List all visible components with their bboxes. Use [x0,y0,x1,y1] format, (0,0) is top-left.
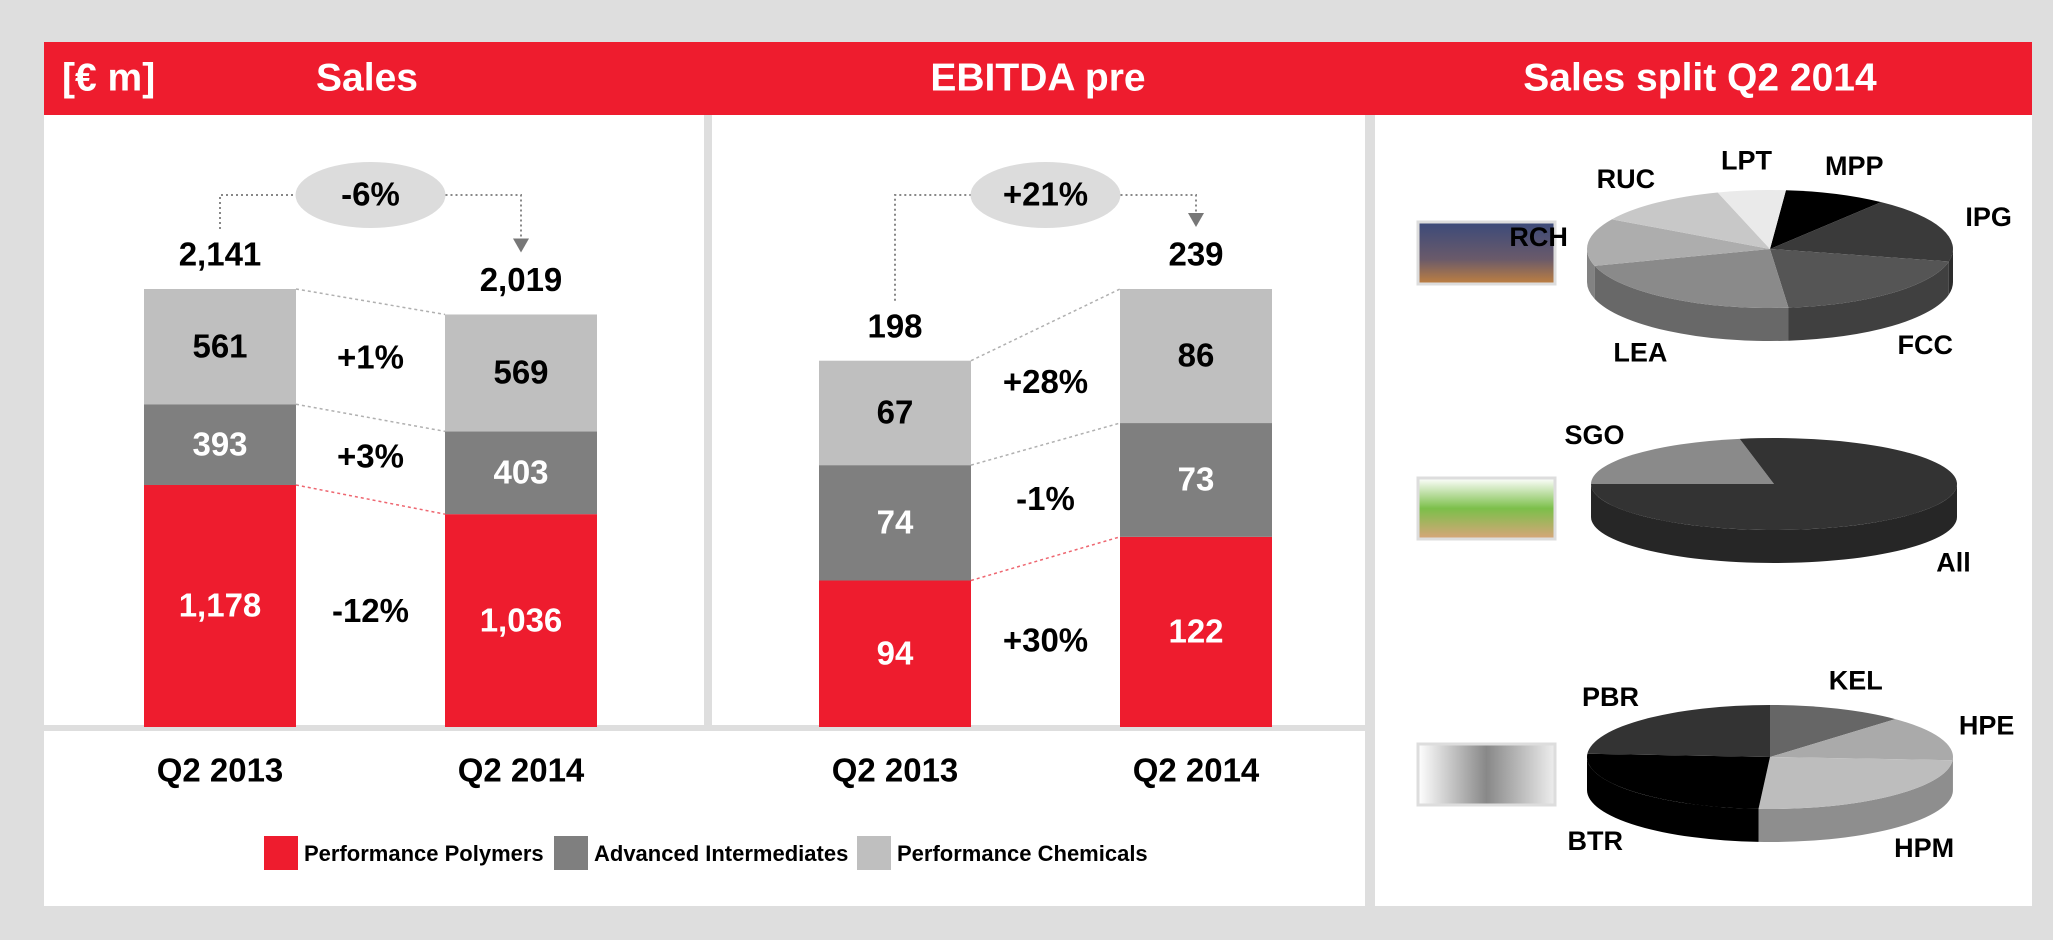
data-label: 86 [1178,337,1215,374]
pie-label: LEA [1613,337,1667,367]
change-label: +30% [1003,622,1088,659]
data-label: 561 [192,327,247,364]
unit-label: [€ m] [62,56,155,99]
divider [704,115,712,727]
pie-label: HPM [1894,833,1954,863]
legend-swatch [857,836,891,870]
pie-label: PBR [1582,682,1639,712]
data-label: 94 [877,634,914,671]
pie-label: IPG [1965,202,2012,232]
pie-label: All [1936,547,1971,577]
total-label: 2,019 [480,261,563,298]
change-label: +28% [1003,363,1088,400]
x-tick-label: Q2 2014 [458,752,585,789]
pie-label: SGO [1564,420,1624,450]
total-label: 239 [1168,236,1223,273]
legend-label: Performance Polymers [304,841,544,866]
data-label: 67 [877,394,914,431]
total-change: -6% [341,176,400,213]
change-label: -12% [332,592,409,629]
legend-label: Performance Chemicals [897,841,1148,866]
pie-label: RUC [1597,164,1656,194]
chart-title: Sales [316,56,418,99]
data-label: 74 [877,504,914,541]
divider [1365,115,1375,906]
image-tire [1418,744,1555,805]
total-change: +21% [1003,176,1088,213]
change-label: +3% [337,437,404,474]
pie-label: FCC [1898,330,1954,360]
legend-swatch [264,836,298,870]
legend-swatch [554,836,588,870]
data-label: 1,036 [480,601,563,638]
chart-title: EBITDA pre [930,56,1145,99]
x-tick-label: Q2 2013 [157,752,284,789]
legend-label: Advanced Intermediates [594,841,848,866]
chart-title: Sales split Q2 2014 [1523,56,1877,99]
total-label: 2,141 [179,236,262,273]
image-plant [1418,478,1555,539]
x-tick-label: Q2 2014 [1133,752,1260,789]
pie-label: BTR [1567,826,1623,856]
x-tick-label: Q2 2013 [832,752,959,789]
pie-label: RCH [1509,222,1568,252]
pie-label: MPP [1825,151,1884,181]
pie-label: KEL [1829,666,1883,696]
data-label: 1,178 [179,587,262,624]
change-label: +1% [337,338,404,375]
data-label: 122 [1168,613,1223,650]
data-label: 393 [192,425,247,462]
data-label: 73 [1178,461,1215,498]
pie-label: LPT [1721,146,1773,176]
change-label: -1% [1016,480,1075,517]
total-label: 198 [867,307,922,344]
data-label: 569 [493,354,548,391]
data-label: 403 [493,453,548,490]
pie-label: HPE [1959,711,2015,741]
